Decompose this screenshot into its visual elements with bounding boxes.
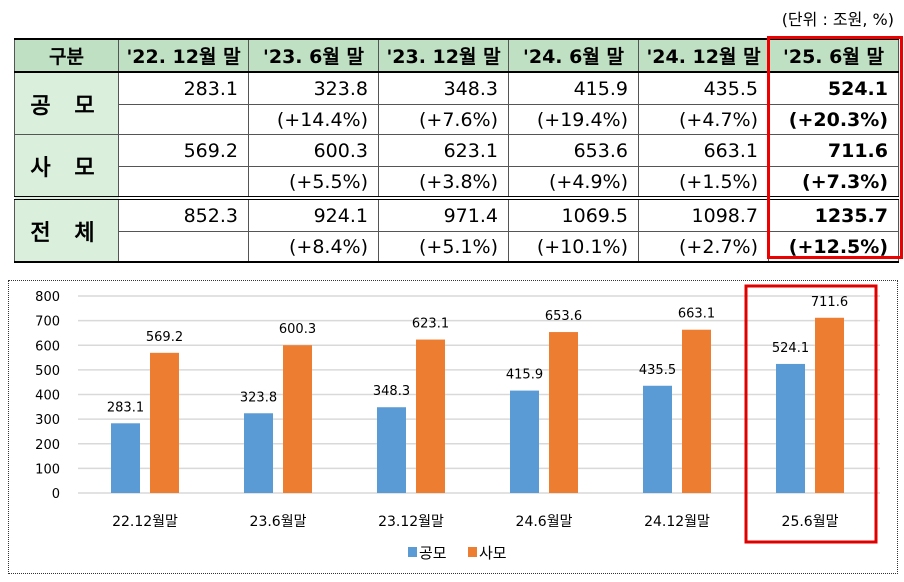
value-cell: 653.6 — [508, 134, 639, 167]
change-cell: (+14.4%) — [248, 104, 379, 135]
data-label: 711.6 — [811, 295, 848, 310]
value-cell: 348.3 — [378, 71, 509, 105]
data-label: 348.3 — [373, 384, 410, 399]
legend-label: 사모 — [479, 544, 507, 562]
data-label: 283.1 — [107, 400, 144, 415]
table-row: 사 모 569.2 600.3 623.1 653.6 663.1 711.6 — [14, 134, 899, 199]
header-cell: '24. 12월 말 — [638, 38, 769, 73]
value-cell: 569.2 — [118, 134, 249, 167]
highlight-box-chart — [744, 284, 878, 544]
x-tick-label: 23.6월말 — [250, 514, 307, 530]
x-tick-label: 24.12월말 — [644, 514, 710, 530]
row-label: 전 체 — [14, 196, 119, 263]
bar-사모 — [549, 332, 578, 493]
bar-사모 — [815, 317, 844, 493]
legend-swatch — [408, 547, 417, 557]
change-cell: (+4.9%) — [508, 166, 639, 199]
x-tick-label: 22.12월말 — [112, 514, 178, 530]
bar-공모 — [377, 407, 406, 493]
value-cell: 1235.7 — [768, 196, 899, 232]
x-tick-label: 24.6월말 — [516, 514, 573, 530]
change-cell: (+19.4%) — [508, 104, 639, 135]
data-label: 623.1 — [412, 317, 449, 332]
data-label: 653.6 — [545, 309, 582, 324]
change-cell: (+2.7%) — [638, 231, 769, 263]
row-label: 공 모 — [14, 71, 119, 135]
header-cell: '25. 6월 말 — [768, 38, 899, 73]
value-cell: 600.3 — [248, 134, 379, 167]
header-cell: '24. 6월 말 — [508, 38, 639, 73]
change-cell: (+8.4%) — [248, 231, 379, 263]
fund-size-table: 구분 '22. 12월 말 '23. 6월 말 '23. 12월 말 '24. … — [14, 38, 899, 263]
y-tick-label: 300 — [35, 413, 60, 428]
legend-label: 공모 — [419, 544, 447, 562]
value-cell: 924.1 — [248, 196, 379, 232]
bar-사모 — [150, 352, 179, 493]
y-tick-label: 0 — [52, 487, 60, 502]
value-cell: 1069.5 — [508, 196, 639, 232]
change-cell — [118, 166, 249, 199]
change-cell: (+10.1%) — [508, 231, 639, 263]
y-tick-label: 700 — [35, 315, 60, 330]
header-cell: '22. 12월 말 — [118, 38, 249, 73]
bar-사모 — [682, 329, 711, 493]
table-row: 공 모 283.1 323.8 348.3 415.9 435.5 524.1 — [14, 71, 899, 135]
bar-공모 — [111, 423, 140, 493]
x-tick-label: 23.12월말 — [378, 514, 444, 530]
bar-공모 — [643, 385, 672, 493]
table-row: 전 체 852.3 924.1 971.4 1069.5 1098.7 1235.7 — [14, 196, 899, 263]
y-tick-label: 600 — [35, 339, 60, 354]
value-cell: 1098.7 — [638, 196, 769, 232]
change-cell: (+3.8%) — [378, 166, 509, 199]
y-tick-label: 400 — [35, 389, 60, 404]
data-label: 600.3 — [279, 322, 316, 337]
bar-공모 — [510, 390, 539, 493]
change-cell: (+7.6%) — [378, 104, 509, 135]
bar-사모 — [283, 345, 312, 493]
value-cell: 971.4 — [378, 196, 509, 232]
value-cell: 323.8 — [248, 71, 379, 105]
data-label: 524.1 — [772, 341, 809, 356]
change-cell: (+5.1%) — [378, 231, 509, 263]
data-label: 323.8 — [240, 390, 277, 405]
data-label: 435.5 — [639, 363, 676, 378]
header-cell: '23. 12월 말 — [378, 38, 509, 73]
legend-swatch — [468, 547, 477, 557]
header-cell: '23. 6월 말 — [248, 38, 379, 73]
value-cell: 415.9 — [508, 71, 639, 105]
y-tick-label: 500 — [35, 364, 60, 379]
data-label: 663.1 — [678, 307, 715, 322]
y-tick-label: 800 — [35, 290, 60, 305]
data-label: 415.9 — [506, 368, 543, 383]
chart-frame — [8, 280, 898, 574]
value-cell: 283.1 — [118, 71, 249, 105]
bar-사모 — [416, 339, 445, 493]
y-tick-label: 200 — [35, 438, 60, 453]
data-label: 569.2 — [146, 330, 183, 345]
change-cell: (+7.3%) — [768, 166, 899, 199]
x-tick-label: 25.6월말 — [782, 514, 839, 530]
bar-공모 — [244, 413, 273, 493]
value-cell: 852.3 — [118, 196, 249, 232]
row-label: 사 모 — [14, 134, 119, 199]
value-cell: 663.1 — [638, 134, 769, 167]
bar-공모 — [776, 363, 805, 493]
table-header-row: 구분 '22. 12월 말 '23. 6월 말 '23. 12월 말 '24. … — [14, 38, 899, 73]
header-cell: 구분 — [14, 38, 119, 73]
unit-label: (단위 : 조원, %) — [781, 10, 894, 29]
value-cell: 623.1 — [378, 134, 509, 167]
y-tick-label: 100 — [35, 462, 60, 477]
